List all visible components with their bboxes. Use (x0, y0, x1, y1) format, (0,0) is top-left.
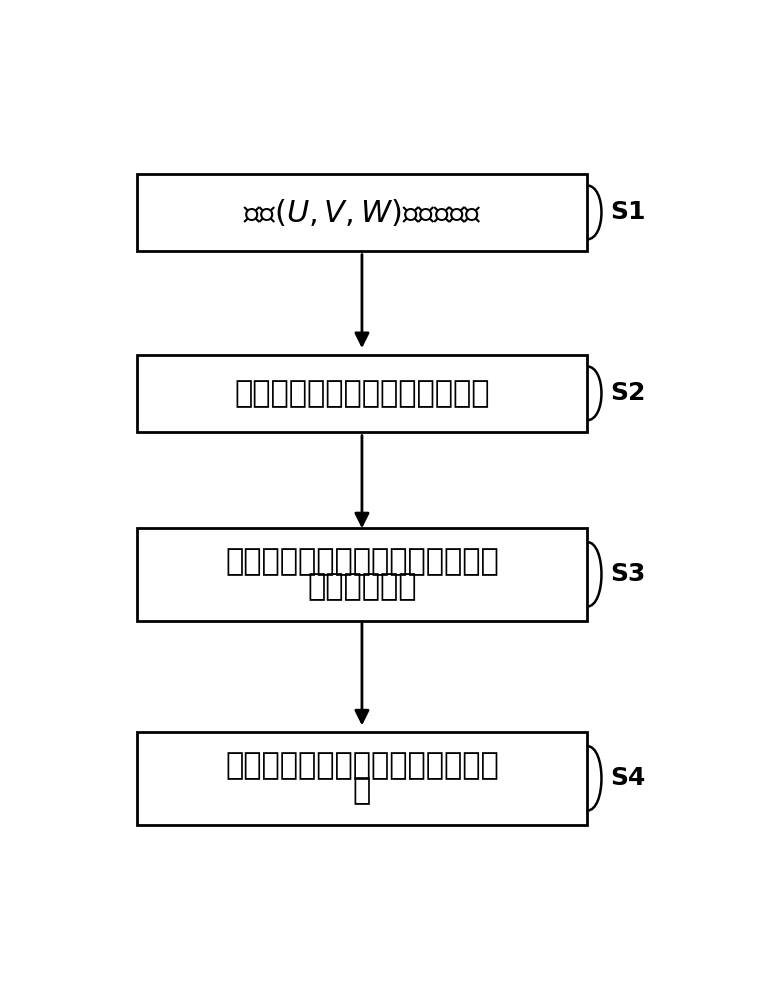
Text: 度: 度 (353, 777, 371, 806)
Text: 建立$(U,V,W)$右手坐标系: 建立$(U,V,W)$右手坐标系 (243, 197, 481, 228)
Text: S3: S3 (610, 562, 646, 586)
Text: 进行差分处理: 进行差分处理 (307, 573, 416, 602)
Bar (137, 355, 587, 432)
Text: S4: S4 (610, 766, 646, 790)
Text: 对探测器和参考源的相位差测量值: 对探测器和参考源的相位差测量值 (225, 547, 499, 576)
Bar (137, 528, 587, 620)
Text: S1: S1 (610, 200, 646, 224)
Text: S2: S2 (610, 381, 646, 405)
Bar (137, 174, 587, 251)
Text: 最小二乘法求解差分相位整周模糊: 最小二乘法求解差分相位整周模糊 (225, 751, 499, 780)
Bar (137, 732, 587, 825)
Text: 推导测站间的几何相位差表达式: 推导测站间的几何相位差表达式 (235, 379, 490, 408)
